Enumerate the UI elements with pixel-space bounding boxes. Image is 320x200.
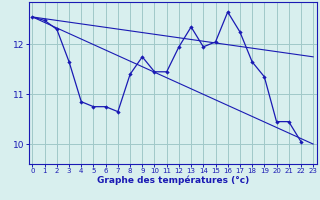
X-axis label: Graphe des températures (°c): Graphe des températures (°c) — [97, 176, 249, 185]
